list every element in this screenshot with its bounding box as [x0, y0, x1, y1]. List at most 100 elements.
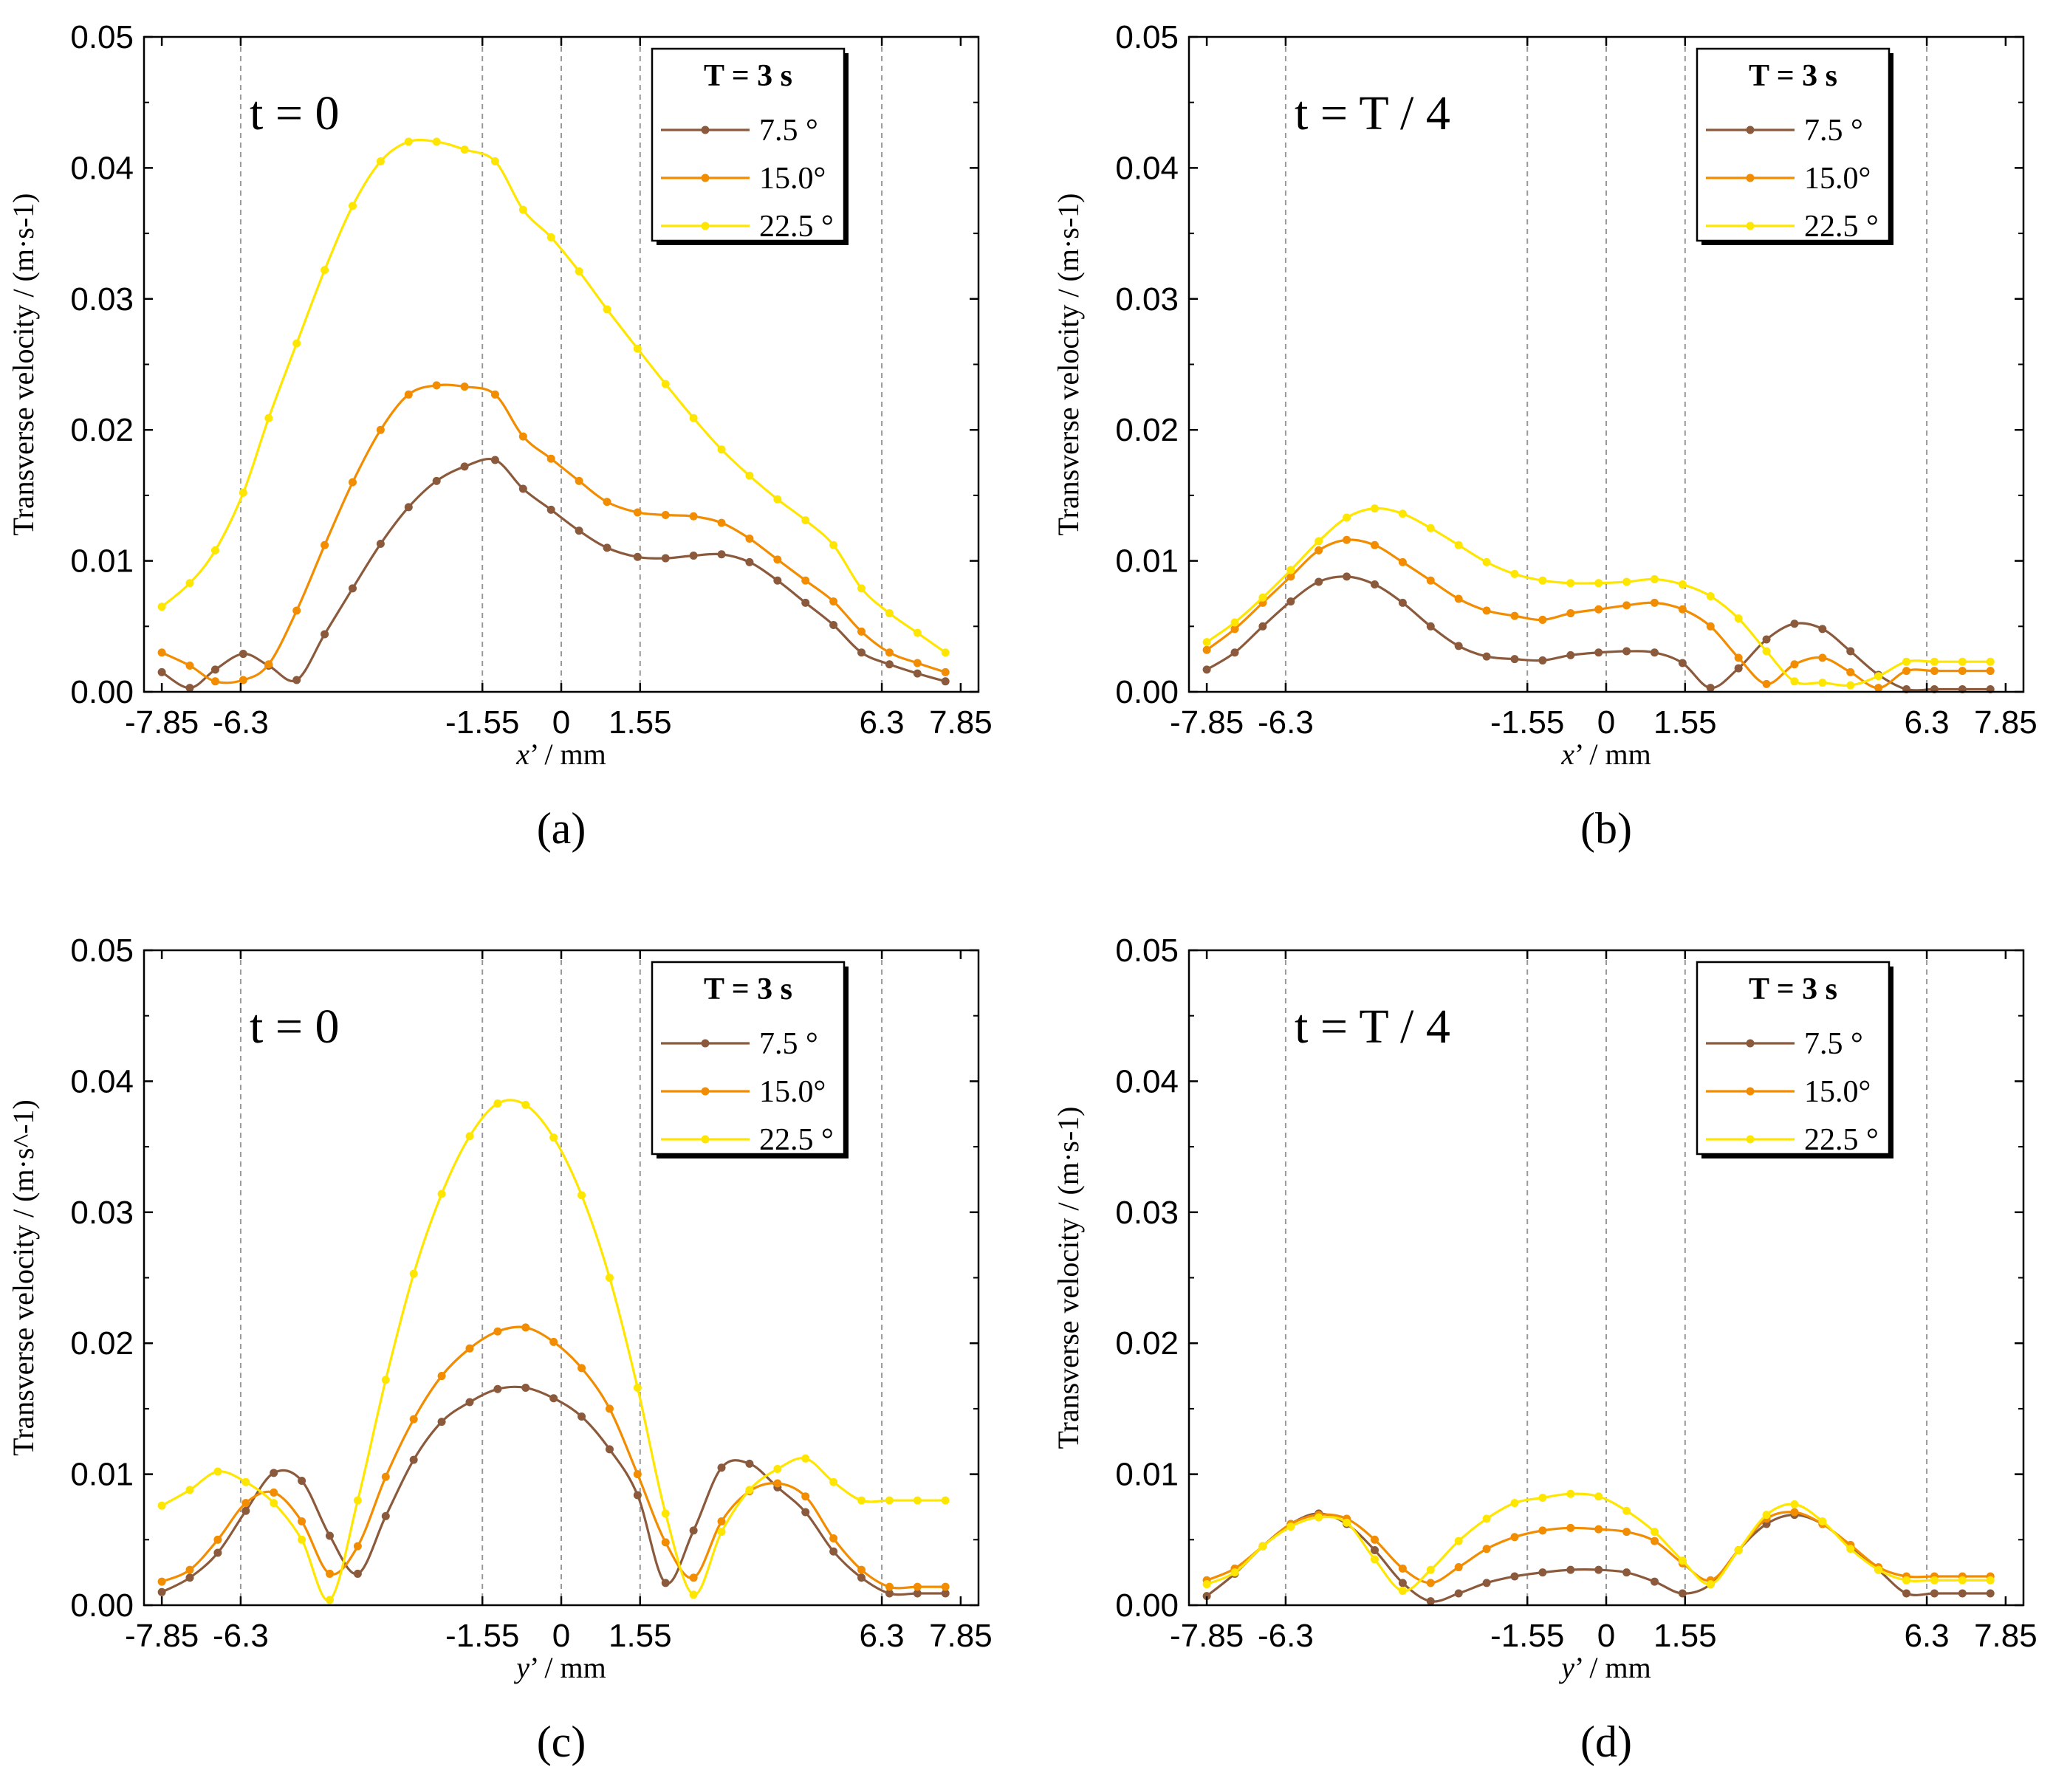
x-axis-title: y’ / mm	[1558, 1651, 1651, 1684]
data-point	[1482, 1579, 1491, 1587]
data-point	[717, 518, 726, 527]
data-point	[603, 543, 611, 552]
data-point	[1678, 659, 1687, 667]
y-tick-label: 0.05	[1115, 933, 1179, 969]
data-point	[1538, 1568, 1547, 1577]
data-point	[689, 1526, 698, 1535]
data-point	[1622, 601, 1631, 610]
x-tick-label: -6.3	[1258, 704, 1314, 741]
data-point	[432, 137, 441, 146]
data-point	[521, 1100, 530, 1109]
data-point	[1510, 1499, 1519, 1508]
data-point	[1902, 1576, 1911, 1585]
data-point	[292, 606, 301, 615]
data-point	[270, 1499, 278, 1508]
data-point	[381, 1511, 390, 1520]
x-tick-label: 6.3	[1904, 1618, 1949, 1654]
data-point	[941, 1589, 950, 1598]
data-point	[577, 1364, 586, 1373]
data-point	[1454, 1537, 1463, 1545]
x-tick-label: 6.3	[1904, 704, 1949, 741]
legend-swatch-marker	[701, 1039, 710, 1048]
data-point	[1343, 1518, 1351, 1527]
data-point	[549, 1133, 558, 1142]
data-point	[1315, 546, 1323, 555]
data-point	[1230, 618, 1239, 627]
data-point	[829, 1547, 838, 1556]
x-axis-title: x’ / mm	[515, 738, 606, 771]
data-point	[270, 1488, 278, 1497]
data-point	[1370, 1555, 1379, 1564]
data-point	[404, 390, 413, 399]
data-point	[1622, 1568, 1631, 1577]
data-point	[490, 456, 499, 464]
data-point	[1538, 576, 1547, 585]
data-point	[801, 1508, 810, 1517]
data-point	[1426, 1565, 1435, 1574]
data-point	[1846, 667, 1855, 676]
data-point	[157, 648, 166, 657]
data-point	[409, 1415, 418, 1424]
data-point	[885, 1582, 894, 1591]
data-point	[575, 476, 583, 485]
x-tick-label: -1.55	[445, 1618, 519, 1654]
data-point	[661, 1538, 670, 1547]
data-point	[913, 669, 922, 678]
data-point	[633, 508, 642, 517]
x-tick-label: -1.55	[1490, 1618, 1564, 1654]
data-point	[1202, 645, 1211, 654]
data-point	[1930, 667, 1939, 676]
data-point	[1818, 679, 1827, 687]
x-tick-label: 6.3	[859, 1618, 904, 1654]
data-point	[1258, 593, 1267, 602]
data-point	[1930, 1576, 1939, 1585]
data-point	[689, 512, 698, 521]
time-annotation: t = T / 4	[1295, 1000, 1450, 1054]
data-point	[1622, 647, 1631, 656]
x-tick-label: -7.85	[1170, 1618, 1244, 1654]
series-line	[161, 383, 946, 684]
x-tick-label: -7.85	[125, 704, 199, 741]
data-point	[801, 576, 810, 585]
y-tick-label: 0.01	[70, 543, 134, 580]
data-point	[1398, 557, 1407, 566]
data-point	[349, 202, 357, 210]
data-point	[1902, 667, 1911, 676]
data-point	[298, 1517, 306, 1525]
data-point	[1230, 648, 1239, 657]
y-tick-label: 0.03	[1115, 281, 1179, 317]
data-point	[689, 1590, 698, 1599]
data-point	[264, 413, 273, 422]
data-point	[829, 621, 838, 630]
data-point	[353, 1569, 362, 1578]
data-point	[521, 1384, 530, 1393]
y-tick-label: 0.04	[1115, 150, 1179, 186]
data-point	[1650, 648, 1659, 657]
data-point	[1622, 577, 1631, 586]
data-point	[1315, 1513, 1323, 1522]
data-point	[1734, 614, 1743, 623]
data-point	[575, 526, 583, 535]
data-point	[605, 1404, 614, 1413]
data-point	[1790, 619, 1799, 628]
data-point	[773, 1465, 782, 1474]
data-point	[913, 1582, 922, 1591]
y-tick-label: 0.00	[70, 1587, 134, 1624]
data-point	[185, 1573, 194, 1582]
y-tick-label: 0.01	[70, 1457, 134, 1493]
data-point	[1398, 598, 1407, 607]
data-point	[857, 584, 866, 593]
data-point	[1706, 684, 1715, 693]
data-point	[1286, 572, 1295, 581]
data-point	[185, 662, 194, 670]
legend-entry: 7.5 °	[1804, 1027, 1863, 1061]
data-point	[1510, 1572, 1519, 1581]
data-point	[1510, 611, 1519, 620]
y-tick-label: 0.05	[1115, 19, 1179, 55]
data-point	[437, 1372, 446, 1381]
data-point	[1398, 1586, 1407, 1595]
data-point	[1706, 622, 1715, 631]
data-point	[1650, 1537, 1659, 1545]
data-point	[1482, 1545, 1491, 1554]
legend-title: T = 3 s	[1749, 972, 1837, 1006]
